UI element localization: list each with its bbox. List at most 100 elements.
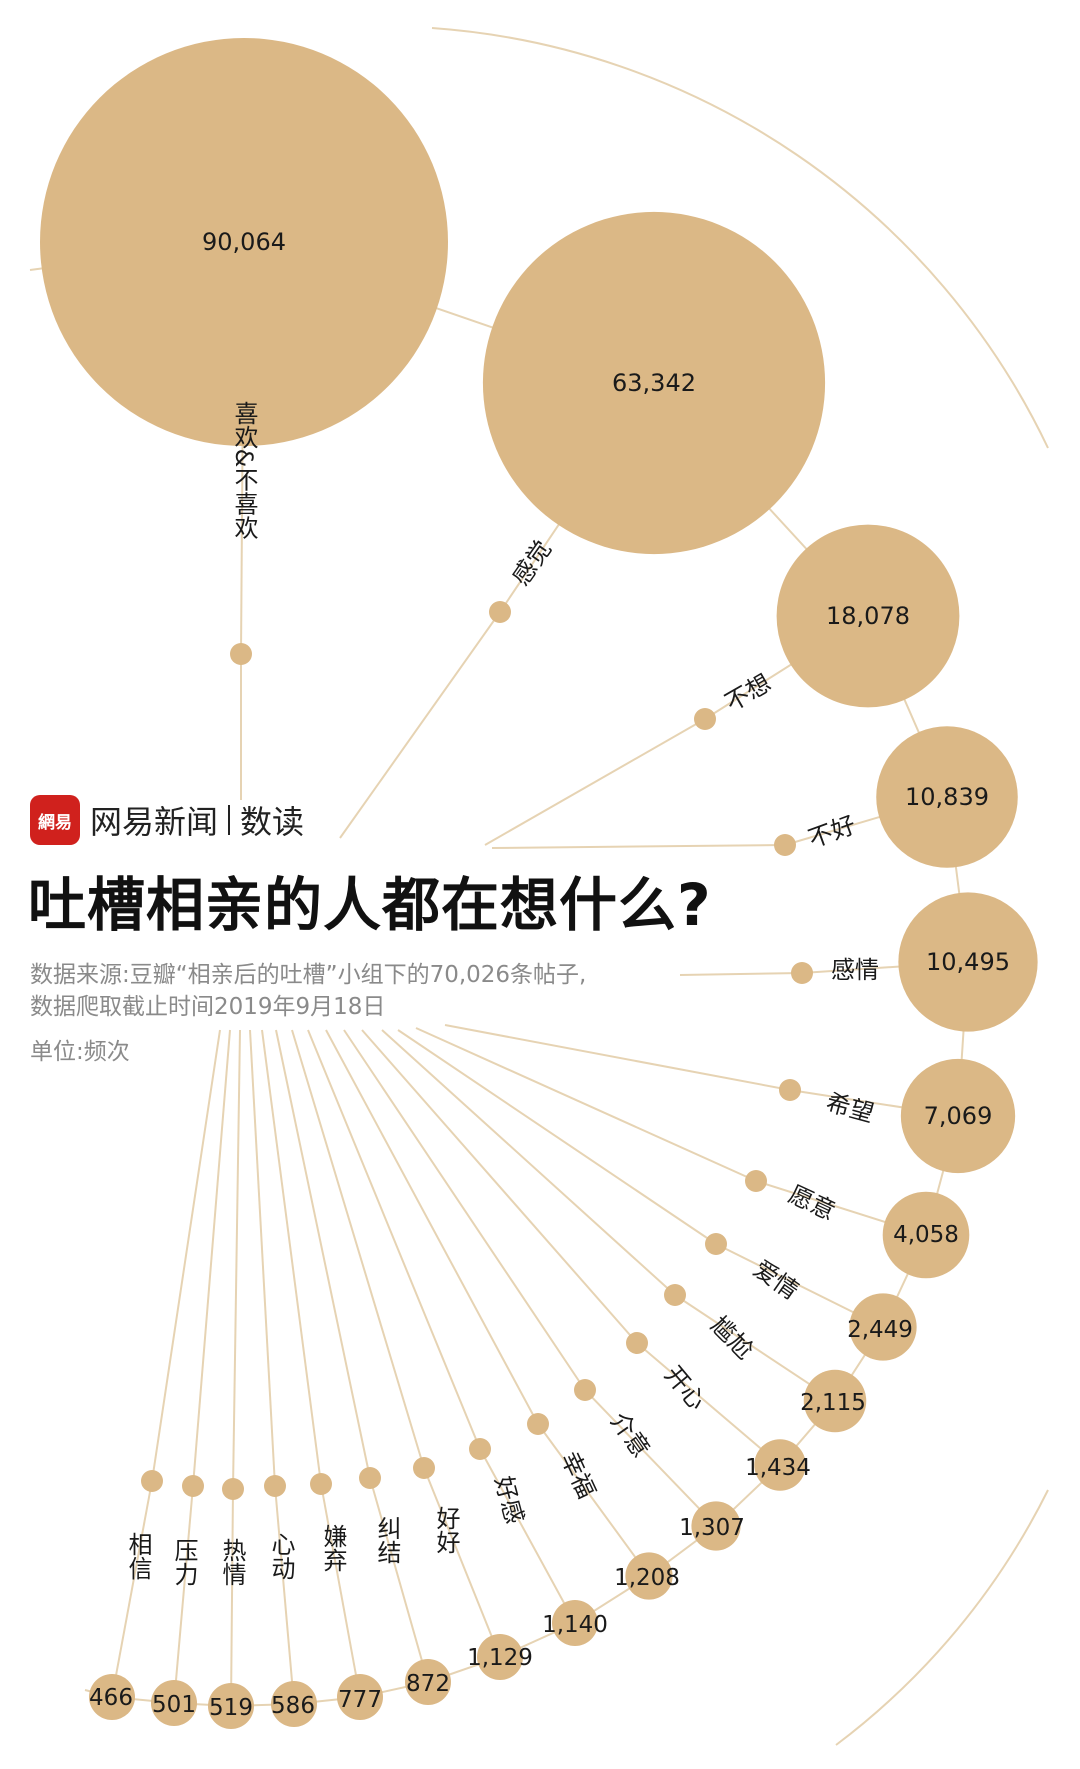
connector-14: [369, 1477, 429, 1683]
connector-15: [320, 1483, 361, 1698]
hub-line-16: [249, 1029, 276, 1487]
unit-note: 单位:频次: [30, 1039, 130, 1065]
bubble-12: [552, 1600, 598, 1646]
value-label-10: 1,307: [679, 1515, 745, 1541]
word-label-3: 不好: [805, 811, 860, 854]
brand-title: 网易新闻: [90, 803, 219, 841]
hub-line-8: [381, 1029, 676, 1296]
connector-11: [537, 1423, 650, 1577]
connector-dot-0: [230, 643, 252, 665]
value-label-14: 872: [406, 1671, 450, 1697]
outer-arc-top: [431, 27, 1049, 449]
connector-10: [584, 1389, 717, 1527]
connector-dot-6: [745, 1170, 767, 1192]
page-title: 吐槽相亲的人都在想什么?: [28, 871, 712, 939]
bubble-10: [691, 1501, 741, 1551]
connector-dot-16: [264, 1475, 286, 1497]
word-label-2: 不想: [720, 669, 776, 717]
word-label-0: 喜欢&不喜欢: [230, 401, 258, 540]
outer-arc-bottom: [835, 1489, 1049, 1746]
hub-line-15: [261, 1029, 322, 1485]
connector-12: [479, 1448, 576, 1624]
value-label-8: 2,115: [800, 1390, 866, 1416]
connector-dot-17: [222, 1478, 244, 1500]
hub-line-13: [291, 1029, 425, 1469]
connector-18: [173, 1485, 194, 1704]
hub-line-2: [484, 718, 706, 846]
word-label-17: 热情: [218, 1538, 246, 1586]
value-label-11: 1,208: [614, 1565, 680, 1591]
value-label-16: 586: [271, 1693, 315, 1719]
word-label-14: 纠结: [373, 1516, 401, 1564]
connector-dot-12: [469, 1438, 491, 1460]
word-label-6: 愿意: [784, 1180, 839, 1226]
connector-dot-1: [489, 601, 511, 623]
connector-dot-11: [527, 1413, 549, 1435]
word-label-12: 好感: [489, 1473, 528, 1527]
value-label-19: 466: [89, 1685, 133, 1711]
brand-divider: [228, 805, 231, 835]
bubble-15: [337, 1674, 383, 1720]
connector-19: [111, 1480, 153, 1698]
word-label-16: 心动: [267, 1532, 295, 1580]
value-label-15: 777: [338, 1687, 382, 1713]
connector-8: [674, 1294, 836, 1402]
connector-dot-13: [413, 1457, 435, 1479]
word-label-7: 爱情: [748, 1255, 803, 1305]
value-label-1: 63,342: [612, 369, 696, 397]
hub-line-18: [192, 1029, 231, 1487]
hub-line-3: [491, 844, 786, 849]
connector-13: [423, 1467, 501, 1658]
bubble-14: [405, 1659, 451, 1705]
netease-logo: 網易: [30, 795, 80, 845]
spiral-connector: [29, 240, 970, 1708]
bubble-1: [482, 211, 826, 555]
value-label-9: 1,434: [745, 1455, 811, 1481]
bubble-6: [882, 1191, 970, 1279]
hub-line-12: [307, 1029, 481, 1450]
bubble-3: [876, 726, 1018, 868]
bubble-16: [271, 1681, 317, 1727]
connector-dot-4: [791, 962, 813, 984]
word-label-15: 嫌弃: [319, 1524, 347, 1572]
word-label-19: 相信: [124, 1532, 152, 1580]
bubble-8: [803, 1369, 867, 1433]
connector-dot-19: [141, 1470, 163, 1492]
value-label-12: 1,140: [542, 1612, 608, 1638]
connector-dot-10: [574, 1379, 596, 1401]
hub-line-6: [415, 1027, 757, 1182]
word-label-4: 感情: [831, 956, 879, 984]
value-label-3: 10,839: [905, 783, 989, 811]
connector-9: [636, 1342, 781, 1466]
word-label-1: 感觉: [507, 535, 557, 590]
value-label-5: 7,069: [924, 1102, 993, 1130]
value-label-17: 519: [209, 1695, 253, 1721]
hub-line-11: [325, 1029, 539, 1425]
hub-line-9: [361, 1029, 638, 1344]
hub-line-17: [232, 1029, 241, 1490]
word-label-11: 幸福: [555, 1447, 601, 1502]
bubble-7: [849, 1293, 917, 1361]
bubble-2: [776, 524, 960, 708]
value-label-6: 4,058: [893, 1222, 959, 1248]
hub-line-10: [343, 1029, 586, 1391]
bubble-18: [151, 1680, 197, 1726]
hub-line-7: [397, 1029, 717, 1245]
connector-dot-7: [705, 1233, 727, 1255]
connector-16: [274, 1485, 295, 1705]
value-label-18: 501: [152, 1692, 196, 1718]
bubble-9: [754, 1439, 806, 1491]
hub-line-4: [679, 972, 803, 976]
connector-dot-8: [664, 1284, 686, 1306]
hub-line-19: [151, 1029, 221, 1482]
value-label-13: 1,129: [467, 1645, 533, 1671]
word-label-13: 好好: [432, 1506, 460, 1554]
bubble-5: [900, 1058, 1016, 1174]
value-label-0: 90,064: [202, 228, 286, 256]
connector-dot-14: [359, 1467, 381, 1489]
brand-name: 网易新闻 数读: [90, 797, 304, 843]
hub-line-14: [275, 1029, 371, 1479]
hub-line-5: [444, 1024, 791, 1091]
connector-dot-9: [626, 1332, 648, 1354]
